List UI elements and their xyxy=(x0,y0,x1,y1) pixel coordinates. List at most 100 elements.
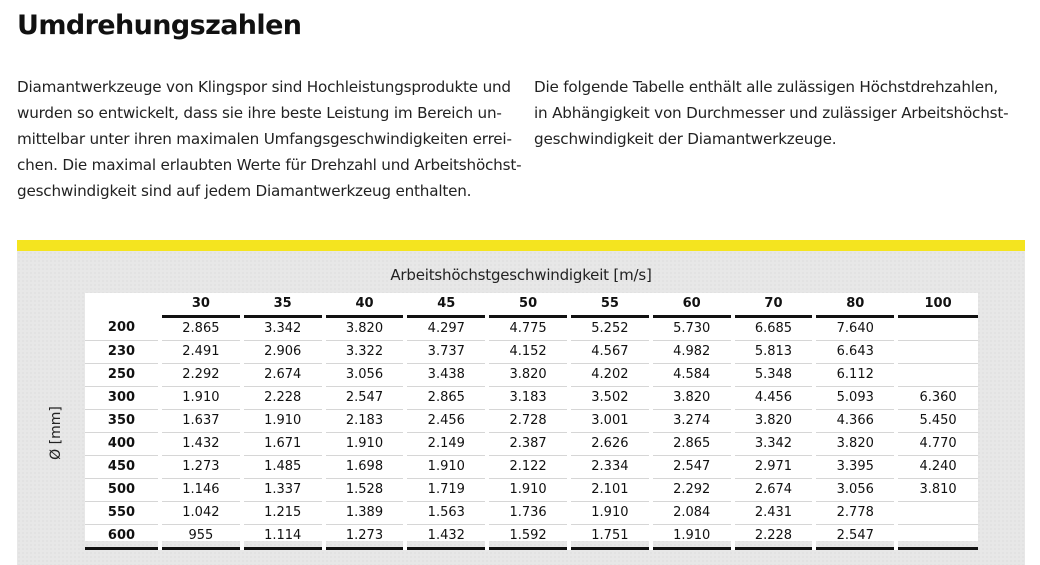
rpm-value-cell: 2.084 xyxy=(648,501,733,525)
speed-header-row: 30 35 40 45 50 55 60 70 80 100 xyxy=(85,293,978,318)
diameter-axis-caption: Ø [mm] xyxy=(48,406,64,460)
rpm-value-cell: 1.910 xyxy=(403,455,488,479)
rpm-table: 30 35 40 45 50 55 60 70 80 100 200 2.865 3.342 3.820… xyxy=(85,293,978,550)
table-row: 600 955 1.114 1.273 1.432 1.592 1.751 1.910 2.22… xyxy=(85,524,978,550)
rpm-value-cell: 6.112 xyxy=(812,363,897,387)
rpm-value-cell: 4.567 xyxy=(566,340,651,364)
rpm-value-cell xyxy=(894,524,978,550)
rpm-value-cell: 2.674 xyxy=(730,478,815,502)
rpm-value-cell: 1.910 xyxy=(485,478,569,502)
rpm-value-cell: 4.775 xyxy=(485,316,569,341)
header-corner xyxy=(85,293,160,317)
table-row: 550 1.042 1.215 1.389 1.563 1.736 1.910 2.084 2.… xyxy=(85,501,978,525)
speed-header-cell: 80 xyxy=(812,293,897,318)
speed-header-cell: 55 xyxy=(566,293,651,318)
rpm-value-cell: 2.456 xyxy=(403,409,488,433)
speed-header-cell: 35 xyxy=(239,293,324,318)
rpm-value-cell: 1.273 xyxy=(158,455,242,479)
rpm-value-cell: 3.820 xyxy=(648,386,733,410)
rpm-value-cell: 4.240 xyxy=(894,455,978,479)
rpm-value-cell: 2.865 xyxy=(158,316,242,341)
rpm-value-cell: 1.389 xyxy=(321,501,406,525)
rpm-value-cell: 2.334 xyxy=(566,455,651,479)
rpm-value-cell: 7.640 xyxy=(812,316,897,341)
rpm-value-cell: 2.626 xyxy=(566,432,651,456)
rpm-value-cell xyxy=(894,363,978,387)
speed-header-cell: 50 xyxy=(485,293,569,318)
table-row: 400 1.432 1.671 1.910 2.149 2.387 2.626 2.865 3.… xyxy=(85,432,978,456)
rpm-value-cell: 3.342 xyxy=(239,316,324,341)
rpm-value-cell xyxy=(894,340,978,364)
diameter-cell: 500 xyxy=(85,478,160,502)
rpm-value-cell: 1.592 xyxy=(485,524,569,550)
rpm-value-cell: 3.820 xyxy=(730,409,815,433)
diameter-cell: 230 xyxy=(85,340,160,364)
rpm-value-cell: 1.146 xyxy=(158,478,242,502)
rpm-value-cell: 2.547 xyxy=(321,386,406,410)
diameter-cell: 250 xyxy=(85,363,160,387)
rpm-value-cell: 1.751 xyxy=(566,524,651,550)
rpm-value-cell: 4.584 xyxy=(648,363,733,387)
accent-bar xyxy=(17,240,1025,251)
rpm-value-cell: 6.360 xyxy=(894,386,978,410)
rpm-value-cell: 3.395 xyxy=(812,455,897,479)
diameter-cell: 300 xyxy=(85,386,160,410)
rpm-value-cell: 1.910 xyxy=(566,501,651,525)
speed-header-cell: 40 xyxy=(321,293,406,318)
intro-left-line: wurden so entwickelt, dass sie ihre best… xyxy=(17,104,502,122)
table-row: 230 2.491 2.906 3.322 3.737 4.152 4.567 4.982 5.… xyxy=(85,340,978,364)
rpm-value-cell: 4.152 xyxy=(485,340,569,364)
rpm-value-cell: 2.149 xyxy=(403,432,488,456)
rpm-value-cell: 2.292 xyxy=(158,363,242,387)
diameter-cell: 400 xyxy=(85,432,160,456)
rpm-value-cell: 3.322 xyxy=(321,340,406,364)
rpm-value-cell: 1.042 xyxy=(158,501,242,525)
rpm-value-cell: 1.698 xyxy=(321,455,406,479)
rpm-value-cell: 1.337 xyxy=(239,478,324,502)
rpm-value-cell: 2.431 xyxy=(730,501,815,525)
rpm-value-cell: 2.728 xyxy=(485,409,569,433)
rpm-value-cell: 1.432 xyxy=(403,524,488,550)
intro-paragraph-left: Diamantwerkzeuge von Klingspor sind Hoch… xyxy=(17,74,522,204)
speed-header-cell: 70 xyxy=(730,293,815,318)
intro-left-line: geschwindigkeit sind auf jedem Diamantwe… xyxy=(17,182,472,200)
rpm-value-cell: 4.366 xyxy=(812,409,897,433)
speed-header-cell: 30 xyxy=(158,293,242,318)
rpm-value-cell: 1.637 xyxy=(158,409,242,433)
intro-paragraph-right: Die folgende Tabelle enthält alle zuläss… xyxy=(534,74,1024,152)
rpm-value-cell: 5.813 xyxy=(730,340,815,364)
rpm-value-cell: 1.719 xyxy=(403,478,488,502)
table-row: 300 1.910 2.228 2.547 2.865 3.183 3.502 3.820 4.… xyxy=(85,386,978,410)
rpm-value-cell: 1.114 xyxy=(239,524,324,550)
rpm-value-cell: 2.122 xyxy=(485,455,569,479)
rpm-value-cell: 3.438 xyxy=(403,363,488,387)
rpm-value-cell: 5.348 xyxy=(730,363,815,387)
speed-axis-caption: Arbeitshöchstgeschwindigkeit [m/s] xyxy=(390,266,652,284)
diameter-cell: 200 xyxy=(85,316,160,341)
rpm-value-cell: 1.910 xyxy=(239,409,324,433)
rpm-value-cell: 1.910 xyxy=(321,432,406,456)
intro-right-line: Die folgende Tabelle enthält alle zuläss… xyxy=(534,78,999,96)
rpm-value-cell: 6.643 xyxy=(812,340,897,364)
rpm-value-cell: 2.547 xyxy=(648,455,733,479)
diameter-cell: 350 xyxy=(85,409,160,433)
rpm-value-cell: 1.736 xyxy=(485,501,569,525)
rpm-value-cell: 5.730 xyxy=(648,316,733,341)
rpm-value-cell: 1.528 xyxy=(321,478,406,502)
diameter-cell: 600 xyxy=(85,524,160,550)
rpm-value-cell: 1.215 xyxy=(239,501,324,525)
rpm-value-cell: 1.910 xyxy=(158,386,242,410)
rpm-value-cell: 3.820 xyxy=(321,316,406,341)
intro-right-line: geschwindigkeit der Diamantwerkzeuge. xyxy=(534,130,837,148)
rpm-value-cell: 1.273 xyxy=(321,524,406,550)
rpm-value-cell: 1.671 xyxy=(239,432,324,456)
rpm-value-cell: 2.865 xyxy=(403,386,488,410)
page-title: Umdrehungszahlen xyxy=(17,10,302,41)
table-row: 450 1.273 1.485 1.698 1.910 2.122 2.334 2.547 2.… xyxy=(85,455,978,479)
rpm-value-cell: 2.491 xyxy=(158,340,242,364)
speed-header-cell: 60 xyxy=(648,293,733,318)
table-row: 200 2.865 3.342 3.820 4.297 4.775 5.252 5.730 6.… xyxy=(85,316,978,341)
rpm-value-cell: 2.674 xyxy=(239,363,324,387)
rpm-value-cell: 955 xyxy=(158,524,242,550)
rpm-value-cell: 4.202 xyxy=(566,363,651,387)
